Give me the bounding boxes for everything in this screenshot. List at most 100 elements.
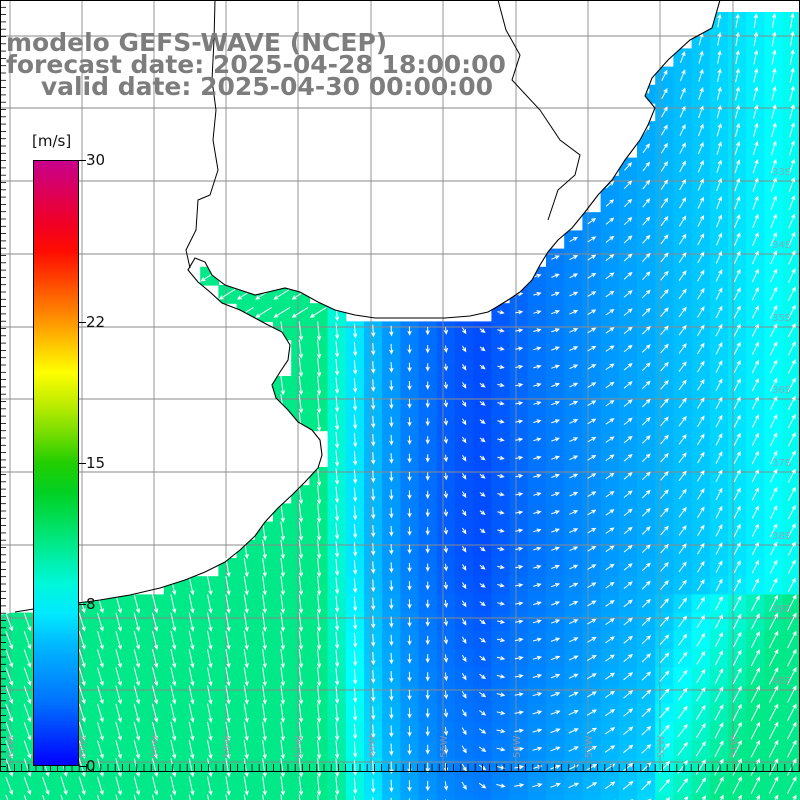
wind-arrow — [316, 485, 322, 505]
wind-arrow — [568, 710, 579, 716]
wind-arrow — [641, 453, 651, 462]
wind-arrow — [407, 653, 412, 664]
wind-arrow — [371, 361, 376, 374]
wind-arrow — [751, 595, 760, 612]
speed-cell — [182, 794, 201, 800]
wind-arrow — [5, 612, 14, 632]
wind-arrow — [660, 361, 669, 372]
wind-arrow — [115, 667, 122, 687]
wind-arrow — [514, 728, 525, 733]
wind-arrow — [170, 721, 177, 742]
wind-arrow — [225, 648, 231, 669]
wind-arrow — [533, 564, 542, 570]
wind-arrow — [443, 454, 449, 463]
wind-arrow — [316, 375, 322, 396]
wind-arrow — [735, 49, 740, 65]
wind-arrow — [733, 541, 741, 556]
wind-arrow — [133, 594, 141, 614]
wind-arrow — [751, 541, 759, 556]
wind-arrow — [550, 710, 561, 715]
wind-arrow — [225, 703, 231, 723]
wind-arrow — [642, 179, 651, 190]
wind-arrow — [587, 564, 597, 570]
wind-arrow — [133, 721, 141, 741]
wind-arrow — [372, 796, 374, 800]
wind-arrow — [479, 455, 486, 461]
wind-arrow — [371, 651, 376, 666]
wind-arrow — [462, 564, 467, 571]
wind-arrow — [371, 742, 376, 757]
wind-arrow — [425, 599, 430, 609]
wind-arrow — [532, 746, 543, 751]
wind-arrow — [188, 721, 195, 742]
wind-arrow — [443, 618, 449, 627]
wind-arrow — [569, 382, 579, 388]
wind-arrow — [735, 68, 740, 83]
wind-arrow — [641, 435, 651, 444]
wind-arrow — [514, 783, 525, 788]
speed-cell — [18, 794, 37, 800]
speed-cell — [418, 794, 438, 800]
wind-arrow — [678, 233, 687, 245]
wind-arrow — [298, 630, 304, 651]
wind-arrow — [787, 450, 796, 465]
wind-arrow — [715, 523, 723, 537]
wind-arrow — [550, 637, 561, 642]
wind-arrow — [733, 268, 741, 283]
wind-arrow — [733, 359, 741, 374]
wind-arrow — [515, 564, 524, 570]
wind-arrow — [623, 399, 633, 407]
wind-arrow — [170, 594, 177, 614]
speed-cell — [436, 794, 456, 800]
wind-arrow — [243, 721, 249, 742]
wind-arrow — [697, 342, 705, 355]
wind-arrow — [623, 726, 634, 735]
wind-arrow — [751, 559, 759, 574]
wind-arrow — [661, 69, 668, 81]
wind-arrow — [769, 559, 778, 574]
wind-arrow — [443, 418, 449, 426]
wind-arrow — [697, 415, 705, 427]
speed-cell — [400, 794, 420, 800]
wind-arrow — [641, 707, 652, 718]
wind-arrow — [334, 631, 340, 650]
wind-arrow — [152, 776, 159, 796]
wind-arrow — [789, 85, 795, 102]
wind-arrow — [641, 616, 651, 626]
wind-arrow — [751, 432, 759, 447]
wind-arrow — [425, 381, 430, 390]
wind-arrow — [569, 528, 579, 533]
wind-arrow — [425, 744, 430, 755]
wind-arrow — [133, 667, 141, 687]
wind-arrow — [641, 362, 651, 371]
wind-arrow — [569, 346, 579, 351]
wind-arrow — [586, 655, 597, 662]
wind-arrow — [733, 595, 742, 611]
wind-arrow — [152, 685, 159, 705]
wind-arrow — [389, 544, 394, 555]
wind-arrow — [389, 525, 394, 537]
wind-arrow — [715, 305, 723, 319]
wind-arrow — [768, 685, 779, 703]
wind-arrow — [425, 454, 430, 463]
wind-arrow — [605, 618, 615, 626]
wind-arrow — [479, 601, 486, 607]
wind-arrow — [407, 780, 412, 792]
wind-arrow — [479, 492, 486, 497]
wind-arrow — [352, 432, 358, 448]
wind-arrow — [770, 140, 777, 156]
wind-arrow — [605, 509, 615, 516]
speed-cell — [491, 794, 511, 800]
wind-arrow — [497, 382, 505, 388]
lon-label: 53W — [584, 735, 595, 758]
wind-arrow — [533, 401, 542, 406]
wind-arrow — [243, 739, 249, 760]
wind-arrow — [316, 630, 322, 651]
wind-arrow — [623, 672, 634, 681]
wind-arrow — [568, 691, 579, 698]
colorbar-tick-label: 15 — [86, 454, 106, 472]
wind-arrow — [152, 703, 159, 723]
wind-arrow — [316, 503, 322, 523]
wind-arrow — [787, 721, 797, 740]
wind-arrow — [443, 654, 449, 663]
